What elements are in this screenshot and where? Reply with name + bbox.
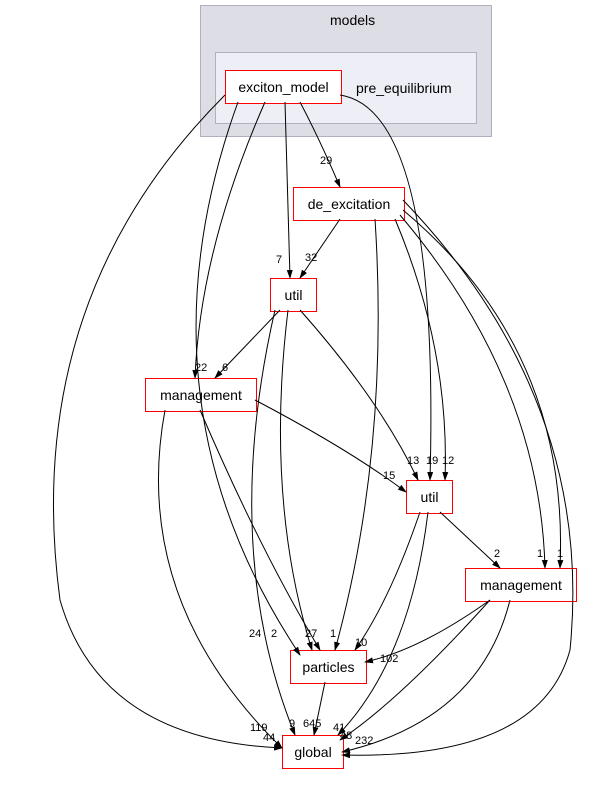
edge-label: 13 (407, 455, 419, 467)
node-management-right[interactable]: management (465, 568, 577, 602)
edge-label: 27 (305, 628, 317, 640)
edge-label: 12 (442, 455, 454, 467)
node-label: exciton_model (238, 79, 328, 95)
edge-label: 15 (383, 470, 395, 482)
edge-label: 1 (557, 548, 563, 560)
edge-label: 10 (355, 637, 367, 649)
edge-label: 29 (320, 155, 332, 167)
node-label: management (480, 577, 562, 593)
edge-label: 102 (380, 653, 398, 665)
node-management-left[interactable]: management (145, 378, 257, 412)
edge-label: 2 (271, 628, 277, 640)
edge-label: 22 (195, 362, 207, 374)
cluster-label-pre-equilibrium: pre_equilibrium (356, 80, 452, 96)
edge-label: 44 (263, 732, 275, 744)
node-label: particles (302, 659, 354, 675)
edge-label: 48 (340, 730, 352, 742)
node-label: global (294, 744, 331, 760)
node-label: de_excitation (308, 196, 391, 212)
edge-label: 19 (426, 455, 438, 467)
edge-label: 9 (289, 718, 295, 730)
edge-label: 24 (249, 628, 261, 640)
node-de-excitation[interactable]: de_excitation (293, 187, 405, 221)
edge-label: 7 (276, 254, 282, 266)
edge-label: 2 (494, 548, 500, 560)
node-util-upper[interactable]: util (270, 278, 317, 312)
edge-label: 1 (330, 628, 336, 640)
node-util-lower[interactable]: util (406, 480, 453, 514)
node-particles[interactable]: particles (290, 650, 367, 684)
edge-label: 1 (537, 548, 543, 560)
node-exciton-model[interactable]: exciton_model (225, 70, 342, 104)
edge-label: 232 (355, 735, 373, 747)
node-label: util (421, 489, 439, 505)
edge-label: 32 (305, 252, 317, 264)
edge-label: 645 (303, 718, 321, 730)
edge-label: 6 (222, 362, 228, 374)
node-label: management (160, 387, 242, 403)
node-global[interactable]: global (282, 735, 344, 769)
cluster-label-models: models (330, 12, 375, 28)
node-label: util (285, 287, 303, 303)
